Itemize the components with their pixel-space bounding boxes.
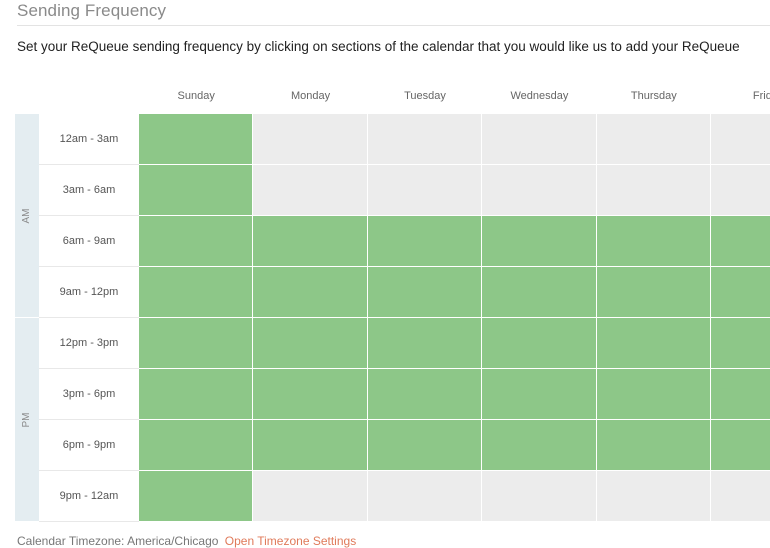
time-slot-label: 9am - 12pm xyxy=(39,267,139,318)
time-slot-label: 12pm - 3pm xyxy=(39,318,139,369)
calendar-cell-wednesday[interactable] xyxy=(482,114,596,164)
calendar-cell-monday[interactable] xyxy=(253,267,367,317)
calendar-cell-sunday[interactable] xyxy=(139,369,253,419)
day-header-tuesday: Tuesday xyxy=(404,90,446,102)
period-column-pm: PM xyxy=(15,318,39,521)
day-header-sunday: Sunday xyxy=(177,90,215,102)
calendar-cell-wednesday[interactable] xyxy=(482,216,596,266)
calendar-cell-tuesday[interactable] xyxy=(367,420,482,470)
day-header-wednesday: Wednesday xyxy=(510,90,569,102)
calendar-cell-monday[interactable] xyxy=(253,216,367,266)
title-divider xyxy=(17,25,770,26)
calendar-cell-sunday[interactable] xyxy=(139,165,253,215)
calendar-cell-monday[interactable] xyxy=(253,165,367,215)
calendar-cell-friday[interactable] xyxy=(711,420,770,470)
calendar-cell-thursday[interactable] xyxy=(596,369,710,419)
day-header-friday: Friday xyxy=(752,90,770,102)
calendar-cell-friday[interactable] xyxy=(711,471,770,521)
calendar-cell-thursday[interactable] xyxy=(596,471,710,521)
calendar-cell-sunday[interactable] xyxy=(139,318,253,368)
period-label-am: AM xyxy=(21,208,32,224)
calendar-cell-sunday[interactable] xyxy=(139,471,253,521)
calendar-cell-wednesday[interactable] xyxy=(482,267,596,317)
calendar-cell-friday[interactable] xyxy=(711,318,770,368)
open-timezone-settings-link[interactable]: Open Timezone Settings xyxy=(224,534,357,548)
calendar-cell-wednesday[interactable] xyxy=(482,165,596,215)
calendar-cell-tuesday[interactable] xyxy=(367,471,482,521)
calendar-cell-monday[interactable] xyxy=(253,369,367,419)
page-title: Sending Frequency xyxy=(17,1,167,20)
calendar-cell-wednesday[interactable] xyxy=(482,318,596,368)
calendar-cell-wednesday[interactable] xyxy=(482,420,596,470)
calendar-cell-sunday[interactable] xyxy=(139,267,253,317)
time-slot-label: 9pm - 12am xyxy=(39,471,139,522)
description-text: Set your ReQueue sending frequency by cl… xyxy=(17,39,740,54)
calendar-cell-friday[interactable] xyxy=(711,216,770,266)
calendar-cell-tuesday[interactable] xyxy=(367,165,482,215)
calendar-cell-thursday[interactable] xyxy=(596,216,710,266)
calendar-cell-friday[interactable] xyxy=(711,267,770,317)
frequency-calendar: Sunday Monday Tuesday Wednesday Thursday Frid… xyxy=(15,86,770,523)
period-column-am: AM xyxy=(15,114,39,317)
calendar-cell-monday[interactable] xyxy=(253,420,367,470)
calendar-cell-thursday[interactable] xyxy=(596,318,710,368)
calendar-cell-thursday[interactable] xyxy=(596,420,710,470)
day-header-monday: Monday xyxy=(291,90,331,102)
timezone-label: Calendar Timezone: America/Chicago xyxy=(17,534,219,548)
calendar-cell-sunday[interactable] xyxy=(139,216,253,266)
calendar-cell-wednesday[interactable] xyxy=(482,471,596,521)
calendar-cell-thursday[interactable] xyxy=(596,114,710,164)
time-slot-label: 12am - 3am xyxy=(39,114,139,165)
calendar-cell-tuesday[interactable] xyxy=(367,318,482,368)
calendar-cell-monday[interactable] xyxy=(253,471,367,521)
day-header-thursday: Thursday xyxy=(630,90,677,102)
calendar-footer: Calendar Timezone: America/Chicago Open … xyxy=(17,534,356,548)
time-slot-label: 6am - 9am xyxy=(39,216,139,267)
calendar-cell-sunday[interactable] xyxy=(139,114,253,164)
calendar-cell-tuesday[interactable] xyxy=(367,114,482,164)
calendar-cell-thursday[interactable] xyxy=(596,165,710,215)
period-label-pm: PM xyxy=(21,412,32,428)
calendar-cell-wednesday[interactable] xyxy=(482,369,596,419)
calendar-cell-friday[interactable] xyxy=(711,369,770,419)
time-slot-label: 3pm - 6pm xyxy=(39,369,139,420)
calendar-cell-friday[interactable] xyxy=(711,114,770,164)
calendar-cell-tuesday[interactable] xyxy=(367,216,482,266)
calendar-cell-sunday[interactable] xyxy=(139,420,253,470)
calendar-cell-friday[interactable] xyxy=(711,165,770,215)
calendar-cell-tuesday[interactable] xyxy=(367,267,482,317)
calendar-cell-monday[interactable] xyxy=(253,114,367,164)
time-slot-label: 3am - 6am xyxy=(39,165,139,216)
calendar-cell-thursday[interactable] xyxy=(596,267,710,317)
calendar-cell-tuesday[interactable] xyxy=(367,369,482,419)
calendar-cell-monday[interactable] xyxy=(253,318,367,368)
time-slot-label: 6pm - 9pm xyxy=(39,420,139,471)
